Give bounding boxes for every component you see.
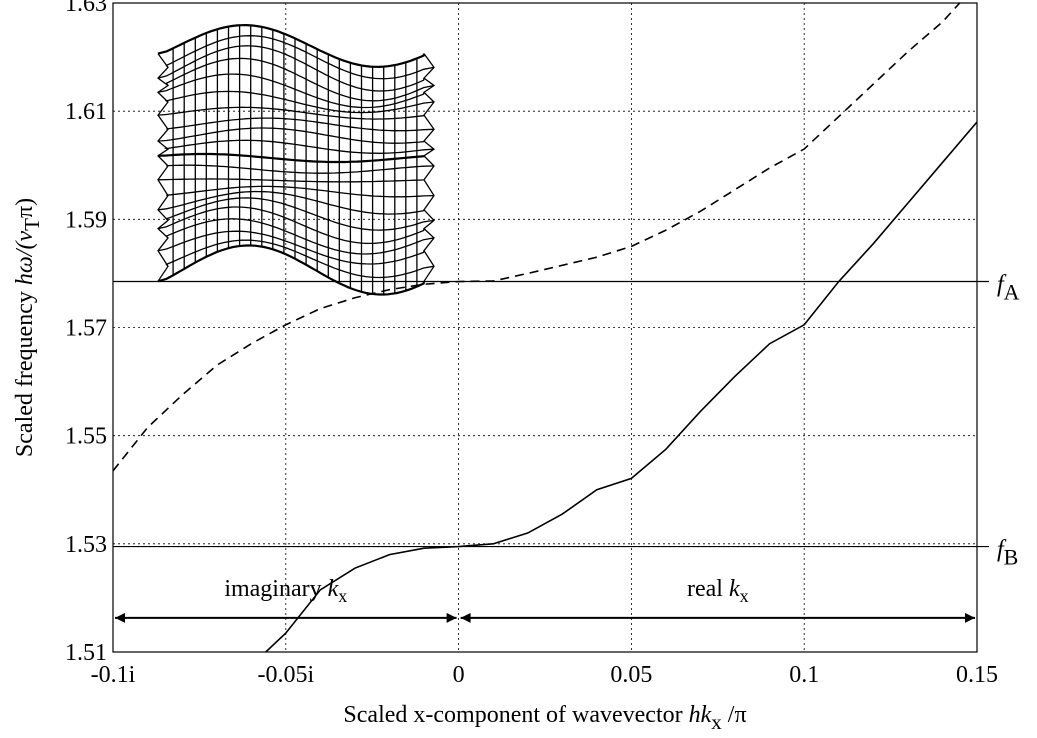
y-tick-label: 1.61: [65, 99, 107, 125]
x-axis-label: Scaled x-component of wavevector hkx /π: [343, 702, 746, 734]
range-label: imaginary kx: [224, 576, 347, 606]
range-label: real kx: [687, 576, 749, 606]
range-text: real: [687, 576, 729, 602]
x-tick-label: 0.1: [789, 662, 819, 688]
range-math: k: [328, 576, 339, 602]
y-tick-label: 1.57: [65, 316, 107, 342]
x-tick-label: -0.05i: [257, 662, 314, 688]
line-series: [265, 121, 977, 652]
x-tick-label: 0.15: [956, 662, 998, 688]
plot-frame: [112, 2, 978, 653]
range-sub: x: [338, 586, 347, 606]
range-sub: x: [740, 586, 749, 606]
x-tick-label: -0.1i: [91, 662, 136, 688]
reference-label: fA: [997, 272, 1020, 305]
range-text: imaginary: [224, 576, 327, 602]
y-label-math: hω/(v: [12, 231, 38, 286]
mesh-line: [157, 23, 426, 69]
range-math: k: [729, 576, 740, 602]
y-label-sub: T: [20, 218, 44, 231]
mesh-line: [422, 53, 436, 282]
mesh-line: [156, 53, 170, 282]
mesh-inset: [156, 23, 436, 296]
reference-symbol: f: [997, 272, 1007, 298]
y-axis-label: Scaled frequency hω/(vTπ): [12, 198, 44, 457]
x-label-text: Scaled x-component of wavevector: [343, 702, 688, 728]
reference-subscript: A: [1004, 280, 1020, 305]
y-label-tail: π): [12, 198, 38, 218]
x-label-tail: /π: [722, 702, 747, 728]
y-tick-label: 1.59: [65, 207, 107, 233]
y-tick-label: 1.55: [65, 424, 107, 450]
y-tick-label: 1.53: [65, 532, 107, 558]
y-tick-label: 1.51: [65, 640, 107, 666]
reference-symbol: f: [997, 537, 1007, 563]
x-tick-label: 0: [453, 662, 465, 688]
x-label-sub: x: [711, 710, 722, 734]
x-label-math: hk: [689, 702, 712, 728]
reference-subscript: B: [1004, 545, 1019, 570]
line-series: [113, 3, 961, 472]
x-tick-label: 0.05: [610, 662, 652, 688]
y-label-text: Scaled frequency: [12, 285, 38, 457]
reference-label: fB: [997, 537, 1018, 570]
y-tick-label: 1.63: [65, 0, 107, 17]
